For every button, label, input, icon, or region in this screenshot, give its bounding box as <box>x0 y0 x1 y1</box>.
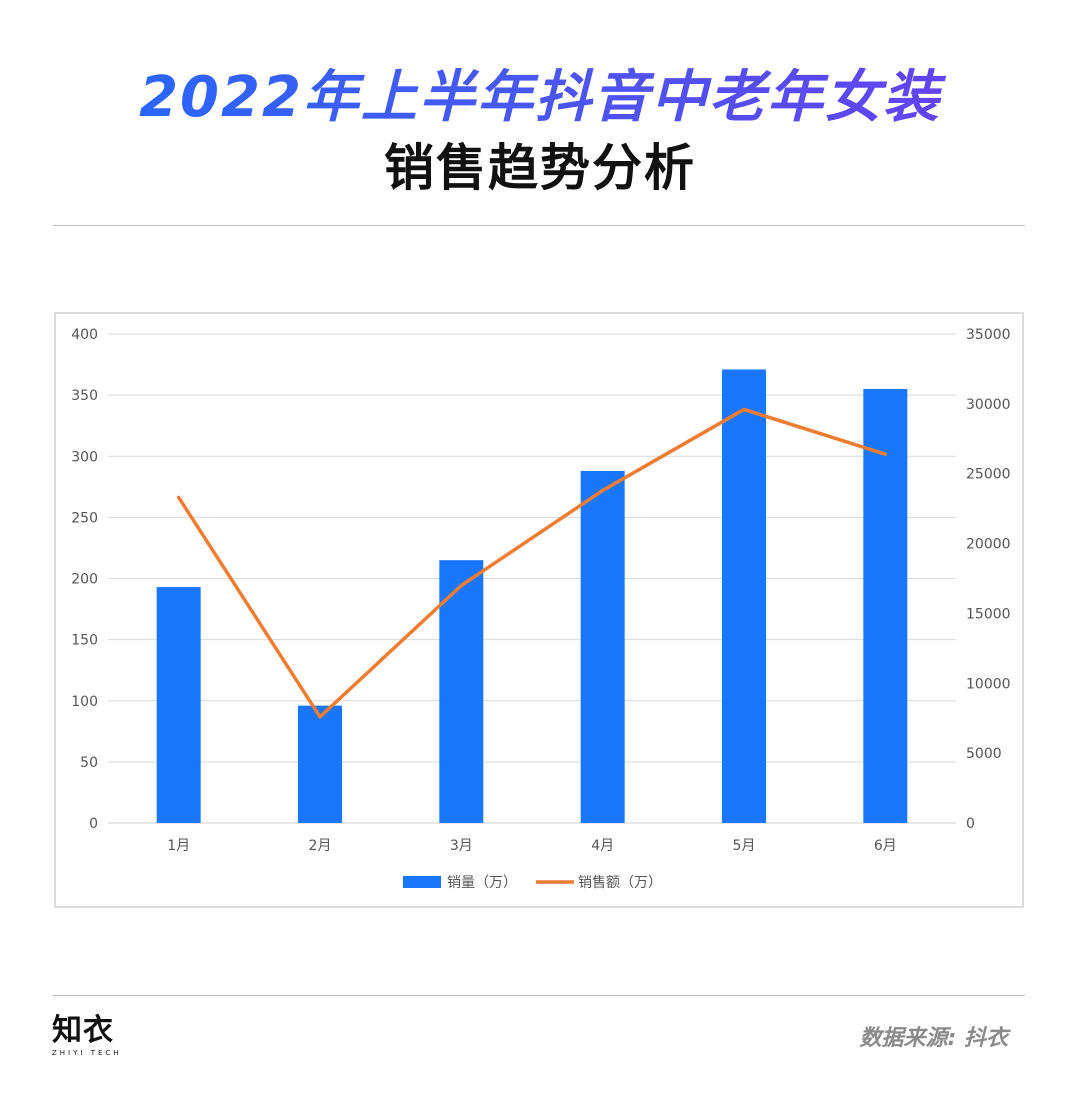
x-tick-label: 5月 <box>733 838 756 854</box>
page-title: 2022年上半年抖音中老年女装 <box>0 52 1080 133</box>
right-tick-label: 25000 <box>966 467 1011 483</box>
combo-chart: 0 50 100 150 200 250 300 350 400 0 5000 10000 15000… <box>71 327 1011 891</box>
chart-frame: 0 50 100 150 200 250 300 350 400 0 5000 10000 15000… <box>54 312 1024 908</box>
bar-5月 <box>722 369 766 823</box>
x-tick-label: 3月 <box>450 838 473 854</box>
left-tick-label: 200 <box>71 572 98 588</box>
left-tick-label: 350 <box>71 388 98 404</box>
line-point-3月 <box>459 583 463 587</box>
legend-label-line: 销售额（万） <box>578 875 662 891</box>
grid-lines <box>108 333 956 824</box>
right-tick-label: 0 <box>966 816 975 832</box>
brand-logo: 知衣 ZHIYI TECH <box>52 1013 122 1058</box>
x-axis-labels: 1月 2月 3月 4月 5月 6月 <box>167 838 897 854</box>
sales-line <box>176 407 888 719</box>
bar-series <box>156 369 908 823</box>
x-tick-label: 1月 <box>167 838 190 854</box>
x-tick-label: 2月 <box>309 838 332 854</box>
left-tick-label: 300 <box>71 449 98 465</box>
bar-6月 <box>863 389 908 823</box>
right-tick-label: 20000 <box>966 537 1011 553</box>
logo-subtext: ZHIYI TECH <box>52 1049 122 1057</box>
legend-swatch-bar <box>403 876 441 888</box>
line-point-5月 <box>742 407 746 411</box>
x-tick-label: 4月 <box>591 838 614 854</box>
legend: 销量（万） 销售额（万） <box>403 875 662 891</box>
line-series <box>176 407 888 719</box>
right-axis-ticks: 0 5000 10000 15000 20000 25000 30000 35000 <box>966 327 1011 832</box>
line-point-2月 <box>318 715 322 719</box>
left-tick-label: 400 <box>71 327 98 343</box>
bar-4月 <box>580 470 625 823</box>
left-tick-label: 250 <box>71 510 98 526</box>
x-tick-label: 6月 <box>874 838 897 854</box>
left-tick-label: 150 <box>71 633 98 649</box>
bar-1月 <box>156 587 201 823</box>
line-point-1月 <box>177 495 181 499</box>
top-divider <box>53 225 1025 226</box>
left-axis-ticks: 0 50 100 150 200 250 300 350 400 <box>71 327 98 832</box>
logo-text: 知衣 <box>52 1013 114 1048</box>
right-tick-label: 35000 <box>966 327 1011 343</box>
legend-label-bar: 销量（万） <box>447 875 517 891</box>
left-tick-label: 50 <box>80 755 98 771</box>
left-tick-label: 0 <box>89 816 98 832</box>
right-tick-label: 15000 <box>966 606 1011 622</box>
data-source: 数据来源: 抖衣 <box>859 1026 1008 1051</box>
right-tick-label: 5000 <box>966 746 1002 762</box>
bar-3月 <box>439 560 484 823</box>
bottom-divider <box>53 995 1025 996</box>
bar-2月 <box>298 705 342 823</box>
line-point-4月 <box>601 488 605 492</box>
page-subtitle: 销售趋势分析 <box>384 139 696 197</box>
right-tick-label: 10000 <box>966 676 1011 692</box>
right-tick-label: 30000 <box>966 397 1011 413</box>
line-point-6月 <box>883 452 887 456</box>
left-tick-label: 100 <box>71 694 98 710</box>
